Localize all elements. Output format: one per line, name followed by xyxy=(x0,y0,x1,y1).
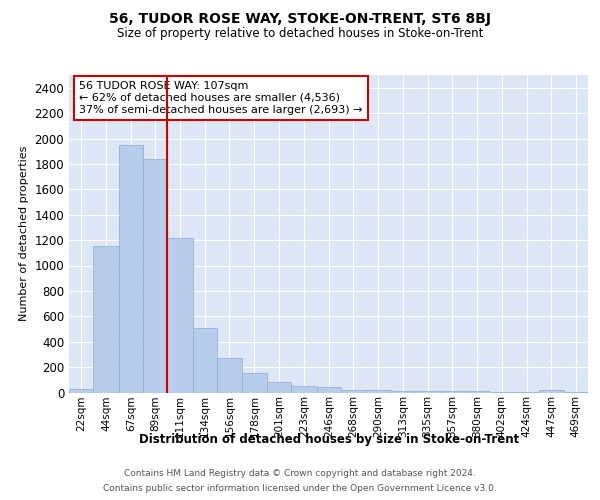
Bar xyxy=(94,246,119,392)
Bar xyxy=(539,390,563,392)
Text: 56 TUDOR ROSE WAY: 107sqm
← 62% of detached houses are smaller (4,536)
37% of se: 56 TUDOR ROSE WAY: 107sqm ← 62% of detac… xyxy=(79,82,363,114)
Bar xyxy=(143,159,167,392)
Y-axis label: Number of detached properties: Number of detached properties xyxy=(19,146,29,322)
Bar xyxy=(317,387,341,392)
Text: Distribution of detached houses by size in Stoke-on-Trent: Distribution of detached houses by size … xyxy=(139,432,519,446)
Bar xyxy=(440,391,465,392)
Bar xyxy=(167,238,193,392)
Bar xyxy=(341,390,365,392)
Bar xyxy=(119,145,143,392)
Bar xyxy=(391,390,415,392)
Text: Size of property relative to detached houses in Stoke-on-Trent: Size of property relative to detached ho… xyxy=(117,28,483,40)
Bar xyxy=(415,391,440,392)
Bar xyxy=(292,386,317,392)
Bar xyxy=(217,358,242,392)
Text: Contains public sector information licensed under the Open Government Licence v3: Contains public sector information licen… xyxy=(103,484,497,493)
Bar xyxy=(193,328,217,392)
Text: Contains HM Land Registry data © Crown copyright and database right 2024.: Contains HM Land Registry data © Crown c… xyxy=(124,469,476,478)
Bar xyxy=(267,382,292,392)
Bar xyxy=(365,390,391,392)
Bar xyxy=(69,388,94,392)
Text: 56, TUDOR ROSE WAY, STOKE-ON-TRENT, ST6 8BJ: 56, TUDOR ROSE WAY, STOKE-ON-TRENT, ST6 … xyxy=(109,12,491,26)
Bar xyxy=(242,374,267,392)
